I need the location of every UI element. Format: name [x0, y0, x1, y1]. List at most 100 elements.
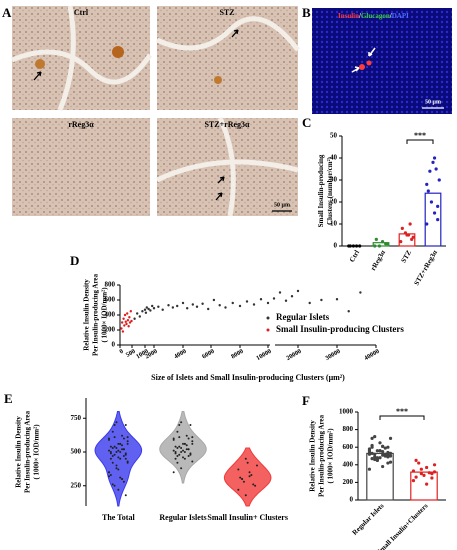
data-point	[248, 471, 251, 474]
data-point	[373, 435, 377, 439]
data-point	[120, 321, 124, 324]
y-tick-label: 50	[330, 132, 338, 140]
data-point	[351, 244, 356, 248]
data-point	[255, 464, 258, 467]
image-label: Ctrl	[74, 8, 89, 17]
x-tick-label: 4000	[173, 348, 188, 361]
data-point	[347, 310, 350, 313]
data-point	[185, 444, 188, 447]
panel-letter: F	[302, 393, 310, 408]
data-point	[130, 319, 133, 323]
image	[12, 118, 150, 216]
data-point	[121, 330, 125, 333]
data-point	[367, 449, 372, 453]
legend-marker	[266, 328, 270, 332]
y-tick-label: 200	[105, 326, 116, 334]
data-point	[422, 473, 426, 477]
y-tick-label: 600	[343, 443, 354, 451]
data-point	[191, 440, 194, 443]
data-point	[378, 441, 382, 445]
data-point	[138, 315, 141, 318]
scale-label: 50 μm	[274, 202, 290, 208]
data-point	[278, 291, 282, 294]
data-point	[425, 182, 429, 186]
data-point	[117, 456, 120, 459]
fluorescence: 50 μm Insulin/Glucagon/DAPI	[312, 8, 452, 114]
data-point	[124, 457, 127, 460]
data-point	[381, 453, 385, 457]
data-point	[119, 476, 122, 479]
y-tick-label: 750	[71, 414, 82, 422]
data-point	[250, 473, 253, 476]
data-point	[176, 304, 179, 308]
data-point	[242, 480, 245, 483]
y-tick-label: 400	[105, 311, 116, 319]
stain-name: Insulin	[338, 12, 359, 20]
y-tick-label: 500	[71, 448, 82, 456]
stain-name: DAPI	[392, 12, 409, 20]
data-point	[191, 303, 194, 306]
data-point	[246, 461, 249, 464]
data-point	[388, 451, 393, 455]
data-point	[375, 456, 379, 460]
data-point	[111, 455, 114, 458]
data-point	[174, 445, 177, 448]
data-point	[117, 468, 120, 471]
data-point	[383, 446, 387, 450]
y-axis-label: Small Insulin-producing	[317, 154, 325, 227]
data-point	[375, 458, 379, 462]
data-point	[183, 457, 186, 460]
data-point	[126, 440, 129, 443]
data-point	[144, 311, 148, 314]
data-point	[320, 298, 323, 302]
data-point	[180, 421, 183, 424]
x-tick-label: 40000	[363, 348, 381, 362]
data-point	[178, 436, 181, 439]
data-point	[147, 307, 150, 311]
data-point	[430, 476, 434, 480]
x-axis-label: Size of Islets and Small Insulin-produci…	[151, 373, 345, 382]
y-axis-label: ( 1000× IOD/mm²)	[33, 424, 41, 480]
data-point	[180, 451, 183, 453]
y-tick-label: 800	[105, 281, 116, 289]
data-point	[176, 461, 179, 464]
data-point	[185, 448, 188, 451]
data-point	[143, 308, 147, 311]
data-point	[126, 442, 129, 445]
data-point	[180, 467, 183, 470]
data-point	[388, 454, 393, 458]
data-point	[181, 301, 185, 305]
data-point	[120, 327, 123, 330]
data-point	[119, 451, 122, 453]
separator: /	[358, 12, 362, 20]
data-point	[419, 467, 423, 471]
data-point	[174, 457, 177, 460]
data-point	[417, 461, 421, 465]
data-point	[373, 455, 377, 459]
data-point	[182, 449, 184, 452]
data-point	[157, 305, 160, 308]
cell	[366, 60, 372, 66]
data-point	[348, 244, 352, 248]
y-axis-label: Relative Insulin Density	[15, 416, 23, 488]
data-point	[432, 463, 437, 467]
data-point	[238, 304, 242, 308]
data-point	[182, 442, 184, 445]
x-tick-label: 0	[118, 348, 124, 356]
image-label: STZ	[219, 8, 234, 17]
bar	[424, 192, 442, 247]
data-point	[171, 306, 175, 309]
x-tick-label: STZ	[400, 249, 414, 265]
data-point	[244, 457, 247, 460]
tissue-channel	[11, 5, 300, 217]
data-point	[128, 316, 131, 319]
y-axis-label: Per Insulin-producing Area	[92, 273, 100, 356]
data-point	[272, 297, 276, 300]
data-point	[136, 312, 139, 315]
data-point	[296, 289, 300, 293]
data-point	[370, 443, 374, 448]
islet	[214, 76, 222, 84]
image	[157, 6, 298, 110]
significance: ***	[396, 407, 408, 416]
data-point	[377, 244, 382, 248]
